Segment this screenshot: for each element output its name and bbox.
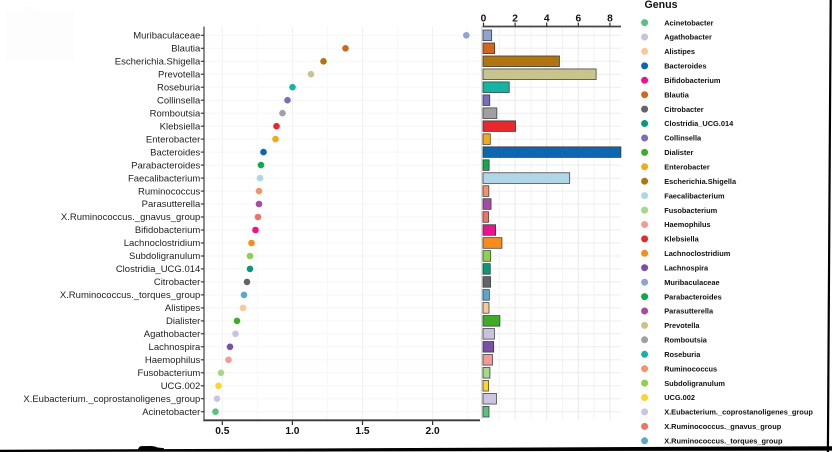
svg-text:X.Eubacterium._coprostanoligen: X.Eubacterium._coprostanoligenes_group: [664, 408, 813, 417]
svg-text:Blautia: Blautia: [664, 90, 690, 99]
svg-text:Alistipes: Alistipes: [664, 47, 695, 56]
svg-text:Bacteroides: Bacteroides: [150, 147, 200, 158]
svg-text:Bifidobacterium: Bifidobacterium: [664, 76, 721, 85]
svg-text:Roseburia: Roseburia: [664, 350, 701, 359]
svg-text:2.0: 2.0: [426, 426, 440, 437]
svg-text:Enterobacter: Enterobacter: [146, 134, 200, 145]
svg-text:Prevotella: Prevotella: [664, 321, 700, 330]
svg-text:Alistipes: Alistipes: [165, 303, 201, 314]
svg-text:Klebsiella: Klebsiella: [160, 121, 201, 132]
svg-text:1.0: 1.0: [285, 426, 299, 437]
svg-text:8: 8: [607, 14, 613, 25]
svg-text:Ruminococcus: Ruminococcus: [138, 186, 201, 197]
svg-text:Parasutterella: Parasutterella: [664, 307, 714, 316]
svg-text:Faecalibacterium: Faecalibacterium: [128, 173, 200, 184]
svg-text:Romboutsia: Romboutsia: [150, 108, 201, 119]
svg-text:Acinetobacter: Acinetobacter: [664, 18, 713, 27]
svg-text:X.Eubacterium._coprostanoligen: X.Eubacterium._coprostanoligenes_group: [23, 394, 200, 405]
svg-text:Citrobacter: Citrobacter: [664, 105, 704, 114]
svg-text:X.Ruminococcus._torques_group: X.Ruminococcus._torques_group: [664, 437, 783, 446]
svg-text:Bacteroides: Bacteroides: [664, 62, 706, 71]
svg-text:Parasutterella: Parasutterella: [142, 199, 201, 210]
svg-text:Parabacteroides: Parabacteroides: [131, 160, 200, 171]
svg-text:Muribaculaceae: Muribaculaceae: [133, 31, 200, 42]
svg-text:Lachnospira: Lachnospira: [149, 342, 201, 353]
svg-text:Haemophilus: Haemophilus: [145, 355, 201, 366]
svg-text:Muribaculaceae: Muribaculaceae: [664, 278, 719, 287]
svg-text:Parabacteroides: Parabacteroides: [664, 292, 722, 301]
svg-text:Citrobacter: Citrobacter: [154, 277, 200, 288]
svg-text:6: 6: [575, 14, 581, 25]
svg-text:4: 4: [544, 14, 550, 25]
svg-text:Faecalibacterium: Faecalibacterium: [664, 191, 725, 200]
svg-text:Lachnospira: Lachnospira: [664, 263, 709, 272]
svg-text:Haemophilus: Haemophilus: [664, 220, 710, 229]
svg-text:Collinsella: Collinsella: [664, 134, 702, 143]
svg-text:X.Ruminococcus._gnavus_group: X.Ruminococcus._gnavus_group: [664, 422, 782, 431]
svg-text:Ruminococcus: Ruminococcus: [664, 364, 717, 373]
svg-text:0: 0: [481, 14, 487, 25]
svg-text:Fusobacterium: Fusobacterium: [137, 368, 200, 379]
svg-text:Romboutsia: Romboutsia: [664, 336, 708, 345]
svg-text:Escherichia.Shigella: Escherichia.Shigella: [664, 177, 737, 186]
svg-text:Lachnoclostridium: Lachnoclostridium: [124, 238, 201, 249]
svg-text:Fusobacterium: Fusobacterium: [664, 206, 717, 215]
svg-text:Genus: Genus: [645, 0, 678, 11]
svg-text:2: 2: [512, 14, 518, 25]
svg-text:Lachnoclostridium: Lachnoclostridium: [664, 249, 731, 258]
svg-text:Agathobacter: Agathobacter: [144, 329, 201, 340]
svg-text:Escherichia.Shigella: Escherichia.Shigella: [115, 57, 201, 68]
svg-text:Subdoligranulum: Subdoligranulum: [664, 379, 725, 388]
svg-text:1.5: 1.5: [355, 426, 369, 437]
svg-text:Prevotella: Prevotella: [158, 69, 201, 80]
svg-text:Agathobacter: Agathobacter: [664, 33, 712, 42]
svg-text:Subdoligranulum: Subdoligranulum: [129, 251, 200, 262]
svg-text:X.Ruminococcus._torques_group: X.Ruminococcus._torques_group: [60, 290, 200, 301]
svg-text:Clostridia_UCG.014: Clostridia_UCG.014: [664, 119, 734, 128]
svg-text:Blautia: Blautia: [171, 44, 201, 55]
svg-text:Acinetobacter: Acinetobacter: [142, 407, 200, 418]
svg-text:UCG.002: UCG.002: [161, 381, 201, 392]
svg-text:Dialister: Dialister: [664, 148, 693, 157]
svg-text:Clostridia_UCG.014: Clostridia_UCG.014: [116, 264, 200, 275]
svg-text:0.5: 0.5: [215, 426, 229, 437]
svg-text:Klebsiella: Klebsiella: [664, 235, 699, 244]
svg-text:Enterobacter: Enterobacter: [664, 163, 710, 172]
svg-text:Collinsella: Collinsella: [157, 95, 201, 106]
svg-text:Dialister: Dialister: [166, 316, 200, 327]
svg-text:X.Ruminococcus._gnavus_group: X.Ruminococcus._gnavus_group: [61, 212, 200, 223]
svg-text:Roseburia: Roseburia: [157, 82, 201, 93]
svg-text:Bifidobacterium: Bifidobacterium: [135, 225, 201, 236]
svg-text:UCG.002: UCG.002: [664, 393, 695, 402]
